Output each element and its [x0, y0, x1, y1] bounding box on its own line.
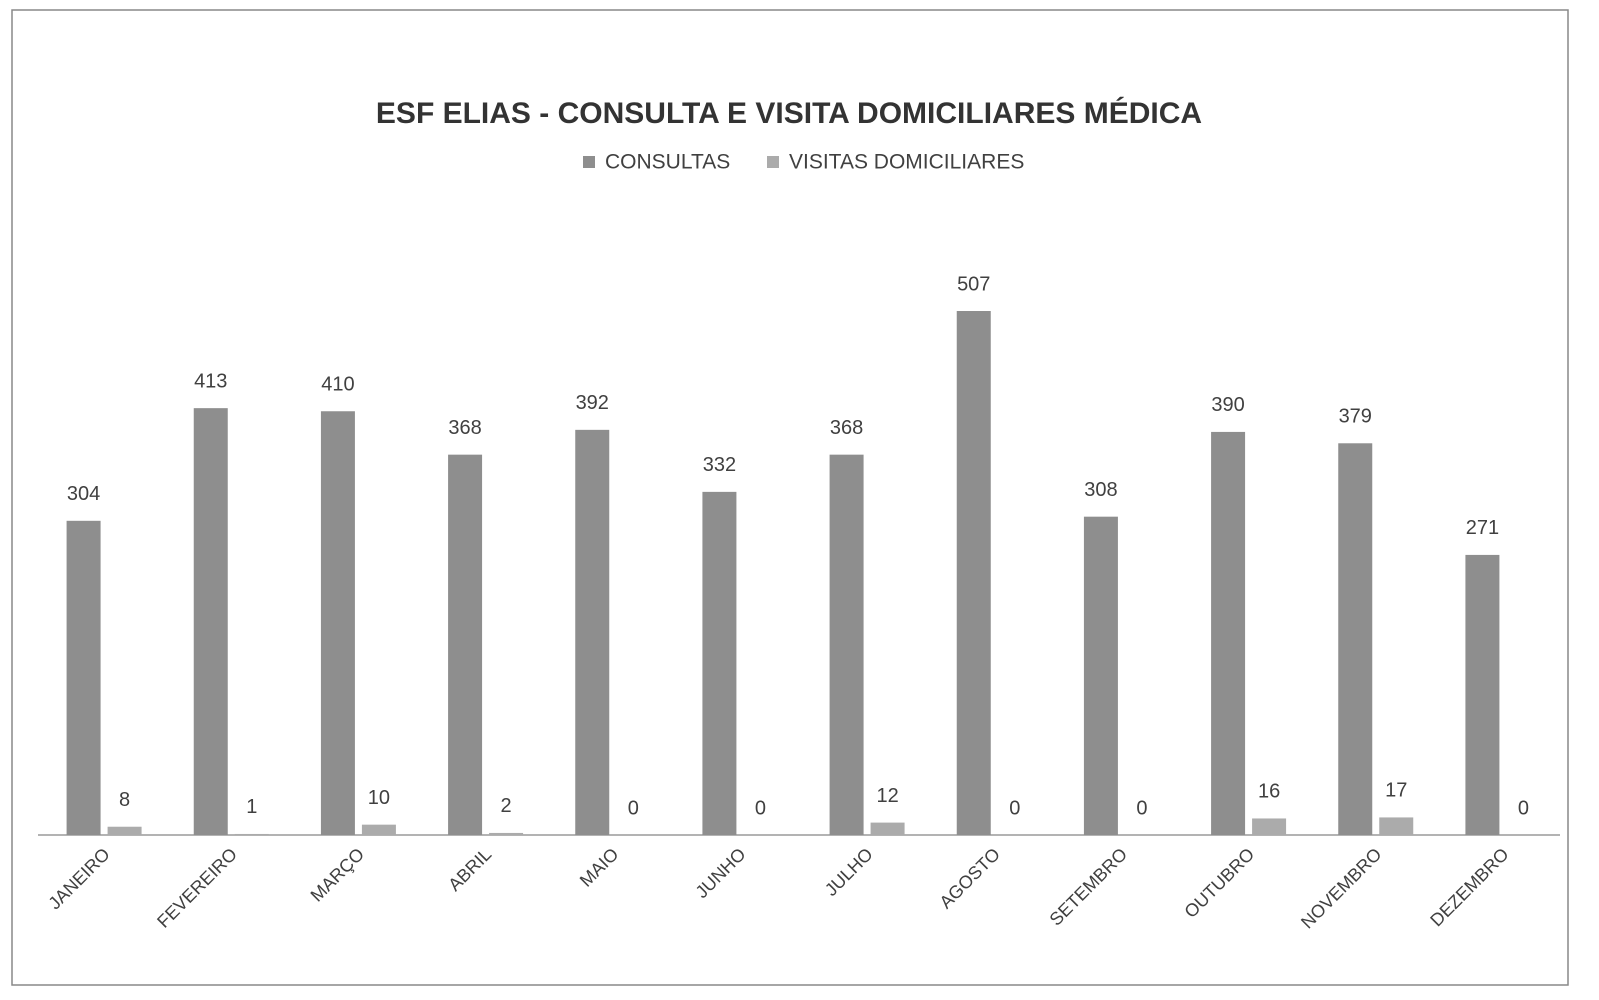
bar [448, 454, 483, 835]
x-tick-label: FEVEREIRO [153, 844, 241, 932]
bar [361, 824, 396, 835]
data-label: 0 [755, 797, 766, 819]
data-label: 390 [1211, 394, 1244, 416]
x-tick-label: AGOSTO [936, 844, 1004, 912]
data-label: 2 [501, 795, 512, 817]
data-label: 368 [830, 417, 863, 439]
bar [1083, 516, 1118, 835]
x-tick-label: MAIO [576, 844, 623, 891]
legend-swatch [583, 156, 595, 168]
data-label: 0 [628, 797, 639, 819]
data-label: 8 [119, 789, 130, 811]
x-tick-label: NOVEMBRO [1297, 844, 1385, 932]
bar [1465, 554, 1500, 835]
data-label: 379 [1339, 406, 1372, 428]
bar [489, 832, 524, 835]
bar [1379, 817, 1414, 835]
x-tick-label: JANEIRO [44, 844, 113, 913]
x-tick-label: OUTUBRO [1180, 844, 1258, 922]
data-label: 368 [448, 417, 481, 439]
data-label: 0 [1136, 797, 1147, 819]
data-label: 304 [67, 483, 100, 505]
bar [870, 822, 905, 835]
data-label: 271 [1466, 517, 1499, 539]
x-tick-label: DEZEMBRO [1426, 844, 1512, 930]
bar [234, 833, 269, 835]
bar [1338, 443, 1373, 835]
legend-label: VISITAS DOMICILIARES [789, 151, 1024, 174]
data-label: 413 [194, 370, 227, 392]
data-label: 332 [703, 454, 736, 476]
data-label: 392 [576, 392, 609, 414]
x-tick-label: MARÇO [307, 844, 369, 906]
data-label: 12 [876, 785, 898, 807]
data-label: 507 [957, 273, 990, 295]
x-tick-label: JULHO [821, 844, 877, 900]
data-label: 16 [1258, 781, 1280, 803]
bar [575, 429, 610, 835]
bar [107, 826, 142, 835]
legend-swatch [767, 156, 779, 168]
bar [956, 311, 991, 835]
legend-label: CONSULTAS [605, 151, 730, 174]
data-label: 0 [1518, 797, 1529, 819]
data-label: 17 [1385, 780, 1407, 802]
data-label: 10 [368, 787, 390, 809]
bar [320, 411, 355, 835]
data-label: 410 [321, 374, 354, 396]
x-tick-label: ABRIL [444, 844, 495, 895]
x-tick-label: JUNHO [692, 844, 750, 902]
bar [193, 408, 228, 835]
bar [1252, 818, 1287, 835]
chart-border [11, 9, 1569, 986]
bar [1211, 431, 1246, 835]
chart-title: ESF ELIAS - CONSULTA E VISITA DOMICILIAR… [376, 96, 1202, 130]
data-label: 0 [1009, 797, 1020, 819]
data-label: 308 [1084, 479, 1117, 501]
bar [702, 491, 737, 835]
bar [66, 520, 101, 835]
x-tick-label: SETEMBRO [1046, 844, 1132, 930]
bar [829, 454, 864, 835]
data-label: 1 [246, 796, 257, 818]
